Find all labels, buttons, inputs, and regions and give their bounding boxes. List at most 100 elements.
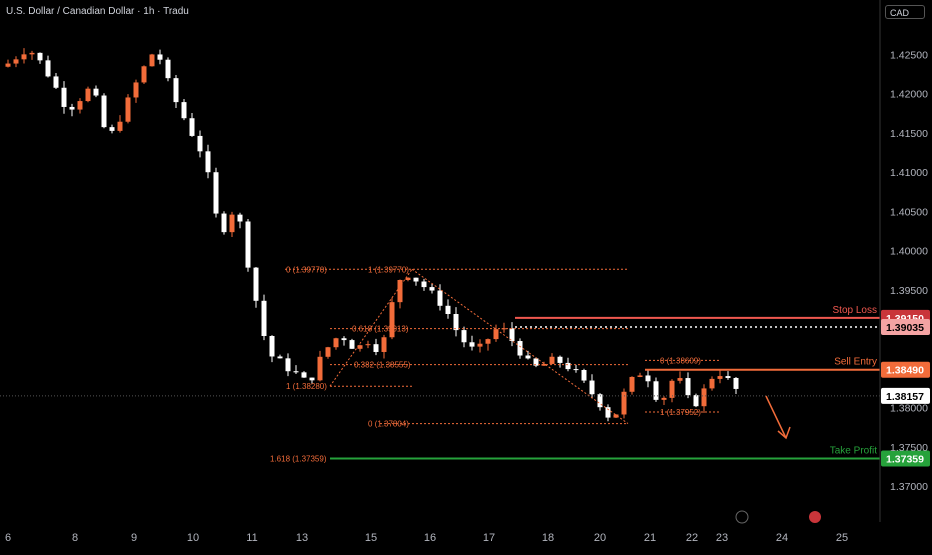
candle-body — [293, 371, 299, 373]
stop-loss-label: Stop Loss — [833, 305, 877, 316]
event-icon — [809, 511, 821, 523]
candle-body — [333, 338, 339, 348]
candles-layer — [5, 48, 739, 422]
candle-body — [149, 54, 155, 67]
candle-body — [205, 151, 211, 173]
take-profit-label: Take Profit — [830, 445, 877, 456]
candle-body — [693, 395, 699, 407]
take-profit-price-tag — [881, 450, 930, 467]
projection-arrowhead — [777, 426, 791, 440]
candle-body — [445, 305, 451, 315]
current-price-text: 1.38157 — [886, 391, 924, 403]
candle-body — [21, 54, 27, 60]
candle-body — [109, 127, 115, 131]
x-tick-label: 24 — [776, 532, 788, 544]
x-tick-label: 21 — [644, 532, 656, 544]
candle-body — [557, 356, 563, 363]
candle-body — [485, 339, 491, 344]
candle-body — [229, 214, 235, 233]
candle-body — [341, 338, 347, 341]
x-tick-label: 23 — [716, 532, 728, 544]
x-tick-label: 9 — [131, 532, 137, 544]
candle-body — [213, 172, 219, 214]
candle-body — [5, 63, 11, 67]
candle-body — [565, 362, 571, 370]
candle-body — [189, 118, 195, 136]
x-tick-label: 10 — [187, 532, 199, 544]
candle-body — [637, 375, 643, 377]
fib-level-label: 0.382 (1.38555) — [354, 361, 411, 370]
candle-body — [453, 314, 459, 331]
candle-body — [549, 356, 555, 364]
candle-body — [197, 135, 203, 152]
currency-selector[interactable]: CAD — [885, 5, 925, 19]
fib-level-label: 1.618 (1.37359) — [270, 454, 327, 463]
fib-level-label: 1 (1.38280) — [286, 382, 327, 391]
candle-body — [61, 87, 67, 107]
candle-body — [117, 121, 123, 131]
candle-body — [261, 300, 267, 336]
candle-body — [165, 59, 171, 79]
candle-body — [397, 279, 403, 303]
candle-body — [469, 342, 475, 347]
candle-body — [717, 376, 723, 379]
candle-body — [629, 376, 635, 392]
candle-body — [653, 381, 659, 400]
candle-body — [101, 95, 107, 128]
fib-level-label: 1 (1.39770) — [368, 265, 409, 274]
candle-body — [373, 344, 379, 352]
x-tick-label: 22 — [686, 532, 698, 544]
candle-body — [29, 52, 35, 55]
x-tick-label: 13 — [296, 532, 308, 544]
candle-body — [701, 388, 707, 407]
y-tick-label: 1.39500 — [890, 285, 928, 297]
y-tick-label: 1.38000 — [890, 403, 928, 415]
candle-body — [181, 102, 187, 119]
candle-body — [613, 414, 619, 418]
candle-body — [533, 358, 539, 366]
candle-body — [77, 101, 83, 110]
candle-body — [589, 380, 595, 395]
candle-body — [133, 82, 139, 98]
candle-body — [53, 76, 59, 88]
x-tick-label: 17 — [483, 532, 495, 544]
current-price-tag — [881, 387, 930, 404]
candle-body — [365, 344, 371, 346]
fib-level-label: 0 (1.37804) — [368, 420, 409, 429]
candle-body — [245, 221, 251, 268]
sell-entry-price-tag — [881, 361, 930, 378]
chart-title: U.S. Dollar / Canadian Dollar · 1h · Tra… — [6, 6, 189, 17]
x-tick-label: 25 — [836, 532, 848, 544]
candle-body — [285, 358, 291, 372]
candle-body — [733, 377, 739, 389]
candle-body — [237, 214, 243, 222]
candle-body — [709, 378, 715, 389]
axis-layer: 1.42500 1.42000 1.41500 1.41000 1.40500 1.400… — [5, 0, 928, 544]
x-tick-label: 20 — [594, 532, 606, 544]
candle-body — [581, 370, 587, 381]
candle-body — [461, 330, 467, 343]
candle-body — [389, 302, 395, 338]
candle-body — [69, 106, 75, 110]
y-tick-label: 1.40000 — [890, 246, 928, 258]
y-tick-label: 1.40500 — [890, 206, 928, 218]
candle-body — [309, 377, 315, 381]
candle-body — [85, 88, 91, 102]
candle-body — [221, 213, 227, 233]
y-tick-label: 1.41000 — [890, 167, 928, 179]
candle-body — [605, 407, 611, 418]
candle-body — [573, 369, 579, 371]
candle-body — [317, 356, 323, 381]
fib-level-label: 0 (1.38609) — [660, 356, 701, 365]
candle-body — [301, 372, 307, 378]
x-tick-label: 8 — [72, 532, 78, 544]
candle-body — [253, 267, 259, 301]
candle-body — [725, 376, 731, 378]
lightning-icon — [735, 510, 749, 524]
candle-body — [685, 378, 691, 396]
candle-body — [493, 329, 499, 340]
candle-body — [517, 341, 523, 356]
